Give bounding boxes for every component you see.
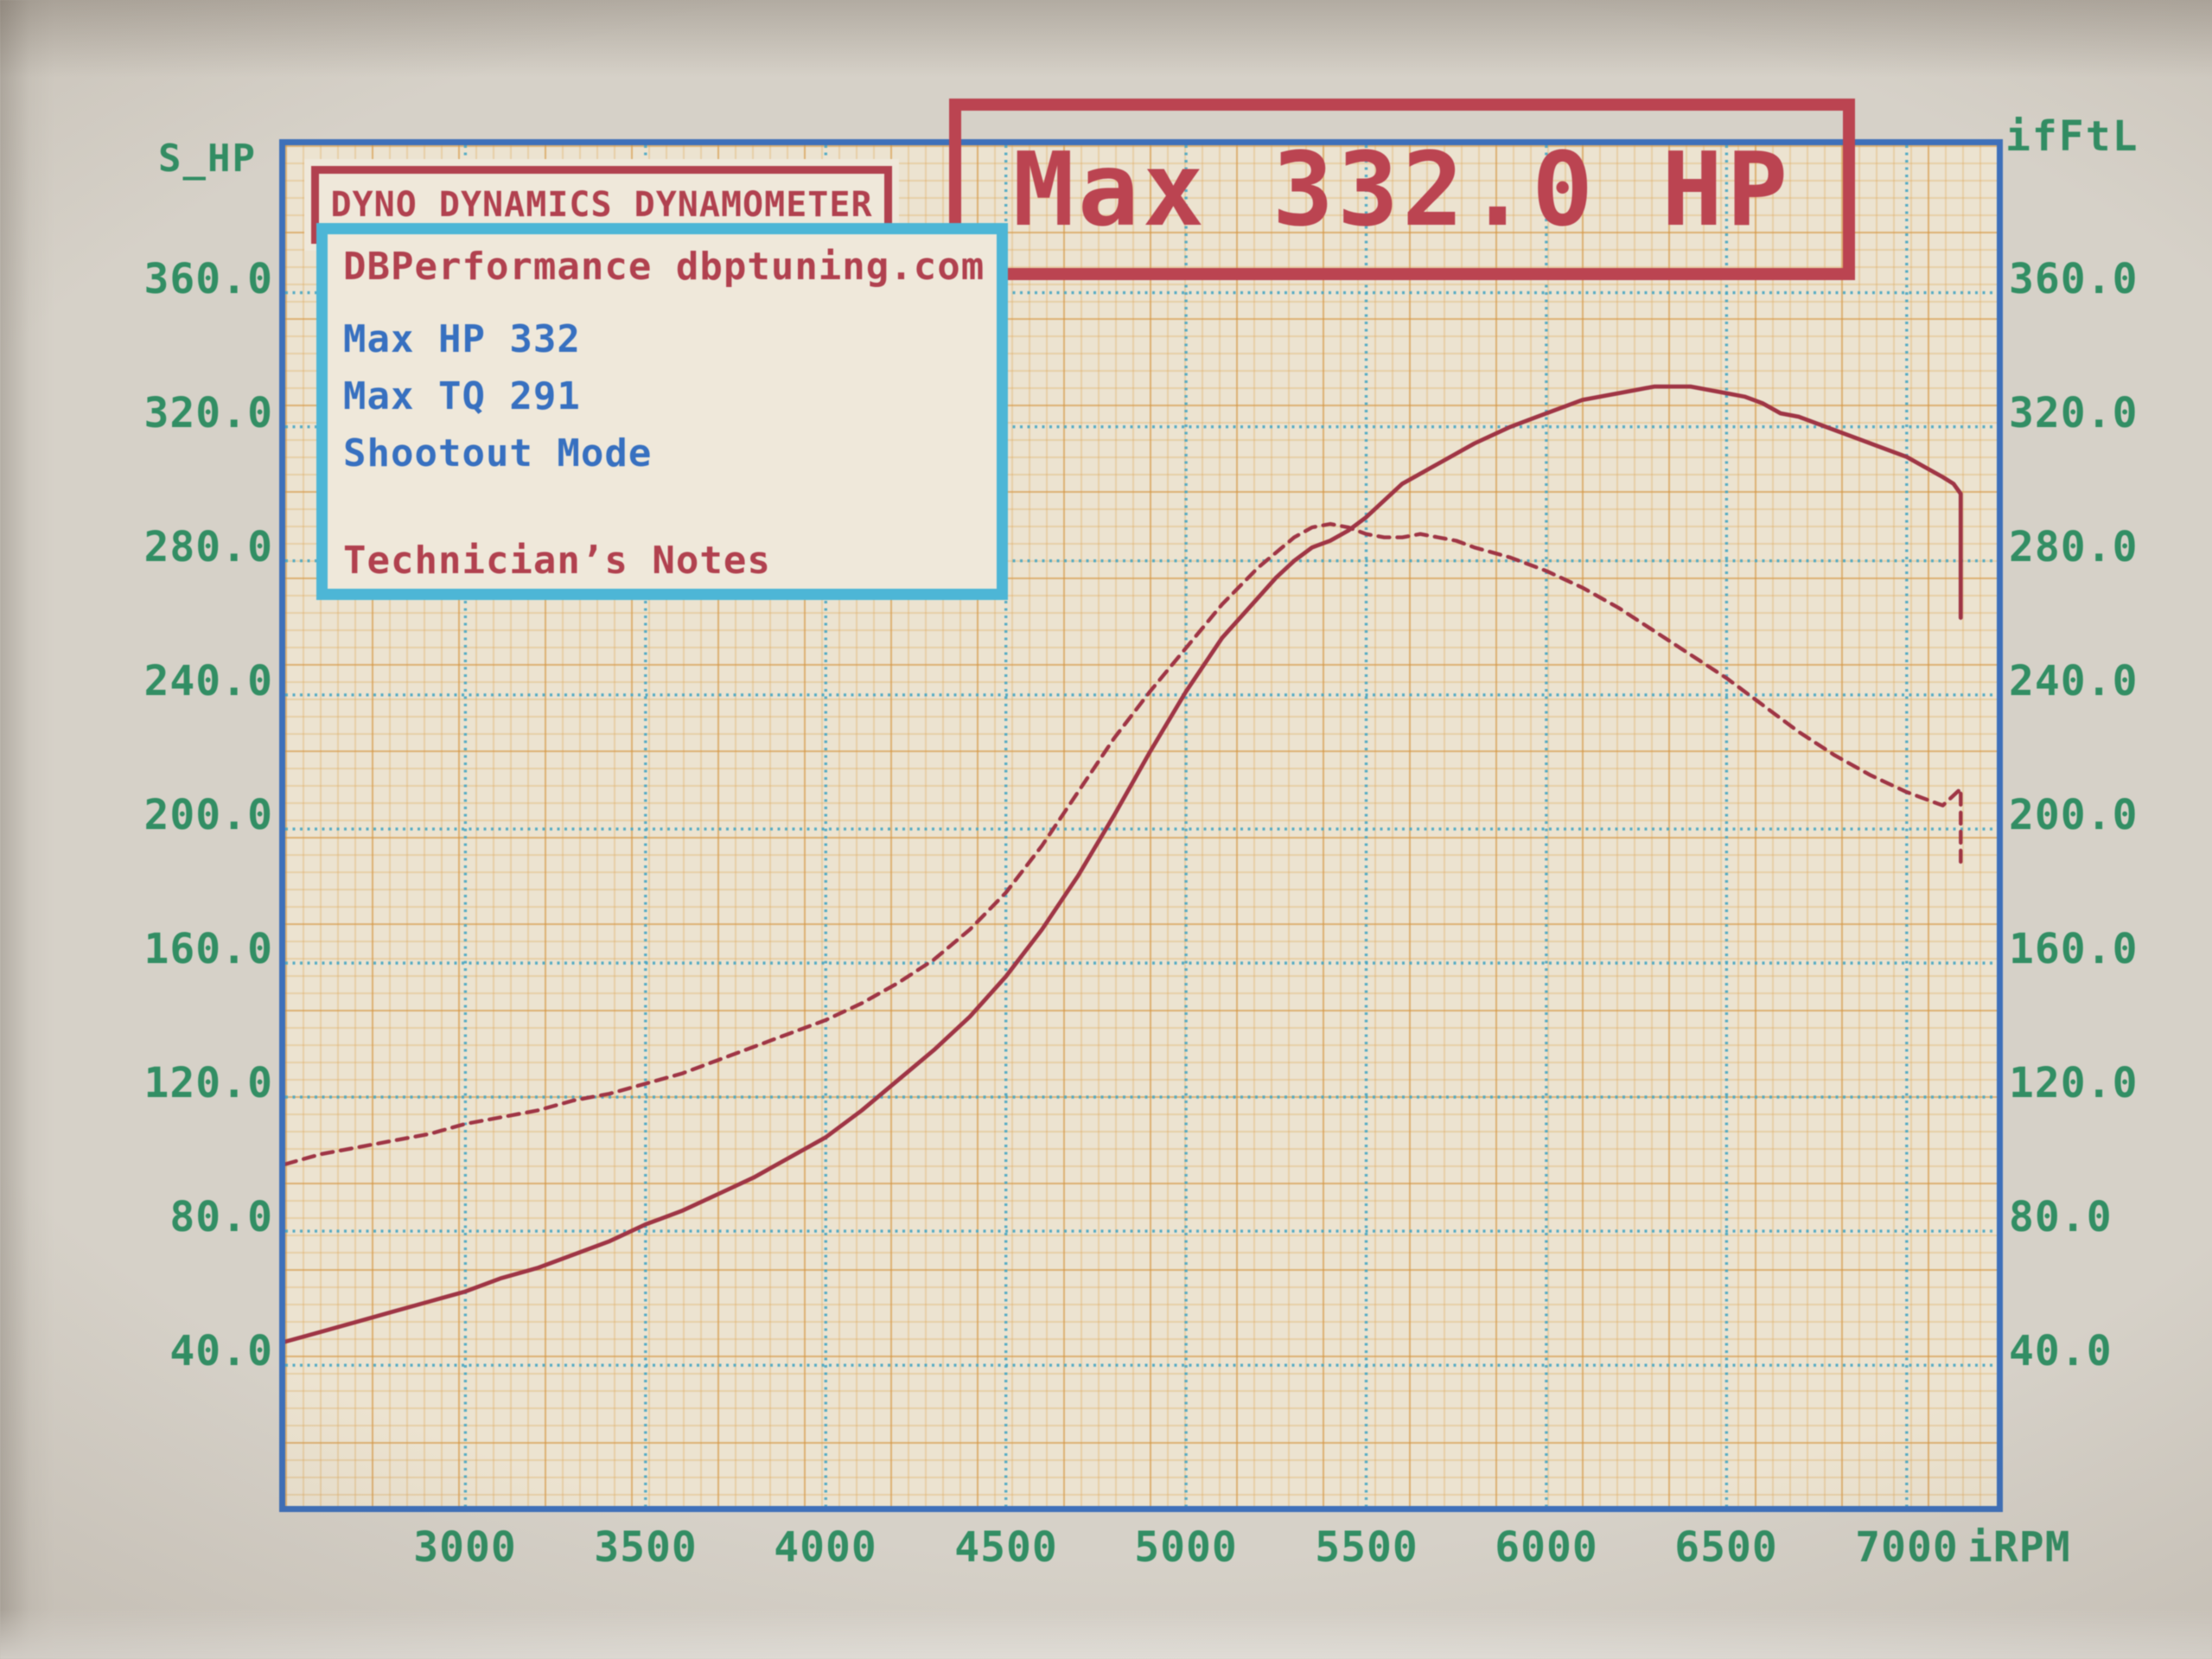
x-tick-label: 4000 xyxy=(774,1523,877,1572)
run-info-box: DBPerformance dbptuning.com Max HP 332 M… xyxy=(316,223,1008,600)
info-notes-heading: Technician’s Notes xyxy=(343,539,771,583)
max-hp-banner: Max 332.0 HP xyxy=(949,99,1855,280)
y-tick-label-right: 160.0 xyxy=(2009,925,2139,973)
y-tick-label-left: 120.0 xyxy=(143,1059,273,1107)
y-tick-label-right: 360.0 xyxy=(2009,255,2139,303)
y-tick-label-right: 320.0 xyxy=(2009,389,2139,437)
x-tick-label: 6500 xyxy=(1674,1523,1778,1572)
max-hp-banner-text: Max 332.0 HP xyxy=(1012,130,1792,249)
curve-dashed xyxy=(285,521,1963,1166)
x-tick-label: 3500 xyxy=(594,1523,698,1572)
info-max-tq-line: Max TQ 291 xyxy=(343,374,581,418)
chart-curves xyxy=(285,145,1997,1506)
y-tick-label-right: 280.0 xyxy=(2009,523,2139,571)
x-axis-unit-label: iRPM xyxy=(1967,1523,2071,1572)
y-tick-label-left: 80.0 xyxy=(169,1193,273,1241)
y-tick-label-right: 40.0 xyxy=(2009,1327,2113,1375)
x-tick-label: 5000 xyxy=(1134,1523,1238,1572)
y-axis-right-title: ifFtL xyxy=(2005,112,2139,161)
y-axis-left-title: S_HP xyxy=(158,137,257,181)
info-mode-line: Shootout Mode xyxy=(343,431,653,475)
info-max-hp-line: Max HP 332 xyxy=(343,317,581,361)
y-tick-label-left: 280.0 xyxy=(143,523,273,571)
y-tick-label-left: 160.0 xyxy=(143,925,273,973)
x-tick-label: 3000 xyxy=(413,1523,517,1572)
x-tick-label: 7000 xyxy=(1855,1523,1959,1572)
x-tick-label: 5500 xyxy=(1315,1523,1418,1572)
x-tick-label: 6000 xyxy=(1495,1523,1598,1572)
x-tick-label: 4500 xyxy=(954,1523,1058,1572)
photo-bottom-edge xyxy=(0,1609,2212,1659)
curve-solid xyxy=(285,384,1963,1344)
y-tick-label-left: 320.0 xyxy=(143,389,273,437)
y-tick-label-left: 240.0 xyxy=(143,657,273,705)
y-tick-label-right: 120.0 xyxy=(2009,1059,2139,1107)
y-tick-label-right: 240.0 xyxy=(2009,657,2139,705)
y-tick-label-right: 80.0 xyxy=(2009,1193,2113,1241)
info-owner-line: DBPerformance dbptuning.com xyxy=(343,245,985,289)
y-tick-label-left: 200.0 xyxy=(143,791,273,839)
photo-left-edge xyxy=(0,0,54,1659)
y-tick-label-left: 360.0 xyxy=(143,255,273,303)
dyno-title-text: DYNO DYNAMICS DYNAMOMETER xyxy=(330,185,873,225)
y-tick-label-right: 200.0 xyxy=(2009,791,2139,839)
y-tick-label-left: 40.0 xyxy=(169,1327,273,1375)
